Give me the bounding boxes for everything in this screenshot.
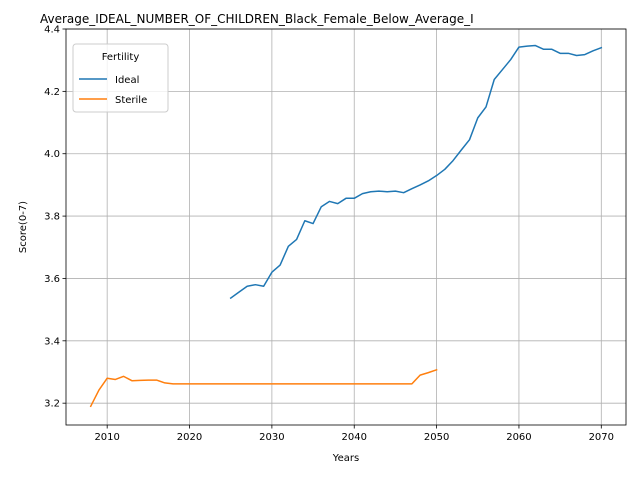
x-tick-label: 2070 bbox=[589, 432, 614, 443]
plot-frame bbox=[65, 28, 627, 426]
y-axis-label: Score(0-7) bbox=[18, 201, 29, 253]
series-line-sterile bbox=[89, 368, 438, 408]
y-tick-label: 4.0 bbox=[44, 149, 60, 160]
y-tick-label: 3.8 bbox=[44, 212, 60, 223]
series-layer bbox=[89, 44, 603, 408]
x-tick-label: 2010 bbox=[94, 432, 119, 443]
x-axis: 2010 2020 2030 2040 2050 2060 2070 bbox=[94, 425, 614, 443]
legend-title: Fertility bbox=[102, 52, 140, 63]
legend-label-sterile: Sterile bbox=[115, 95, 147, 106]
x-tick-label: 2040 bbox=[342, 432, 367, 443]
y-tick-label: 3.6 bbox=[44, 274, 60, 285]
x-tick-label: 2020 bbox=[177, 432, 202, 443]
legend: Fertility Ideal Sterile bbox=[72, 43, 169, 113]
legend-box bbox=[72, 43, 169, 113]
x-axis-label: Years bbox=[332, 453, 359, 464]
y-tick-label: 4.2 bbox=[44, 87, 60, 98]
x-tick-label: 2050 bbox=[424, 432, 449, 443]
y-axis: 3.2 3.4 3.6 3.8 4.0 4.2 4.4 bbox=[44, 25, 66, 410]
y-tick-label: 4.4 bbox=[44, 25, 60, 36]
legend-entries: Ideal Sterile bbox=[79, 75, 147, 106]
series-line-ideal bbox=[229, 44, 603, 300]
x-tick-label: 2060 bbox=[506, 432, 531, 443]
legend-label-ideal: Ideal bbox=[115, 75, 139, 86]
y-tick-label: 3.4 bbox=[44, 336, 60, 347]
chart-title: Average_IDEAL_NUMBER_OF_CHILDREN_Black_F… bbox=[40, 12, 474, 26]
y-tick-label: 3.2 bbox=[44, 399, 60, 410]
x-tick-label: 2030 bbox=[259, 432, 284, 443]
